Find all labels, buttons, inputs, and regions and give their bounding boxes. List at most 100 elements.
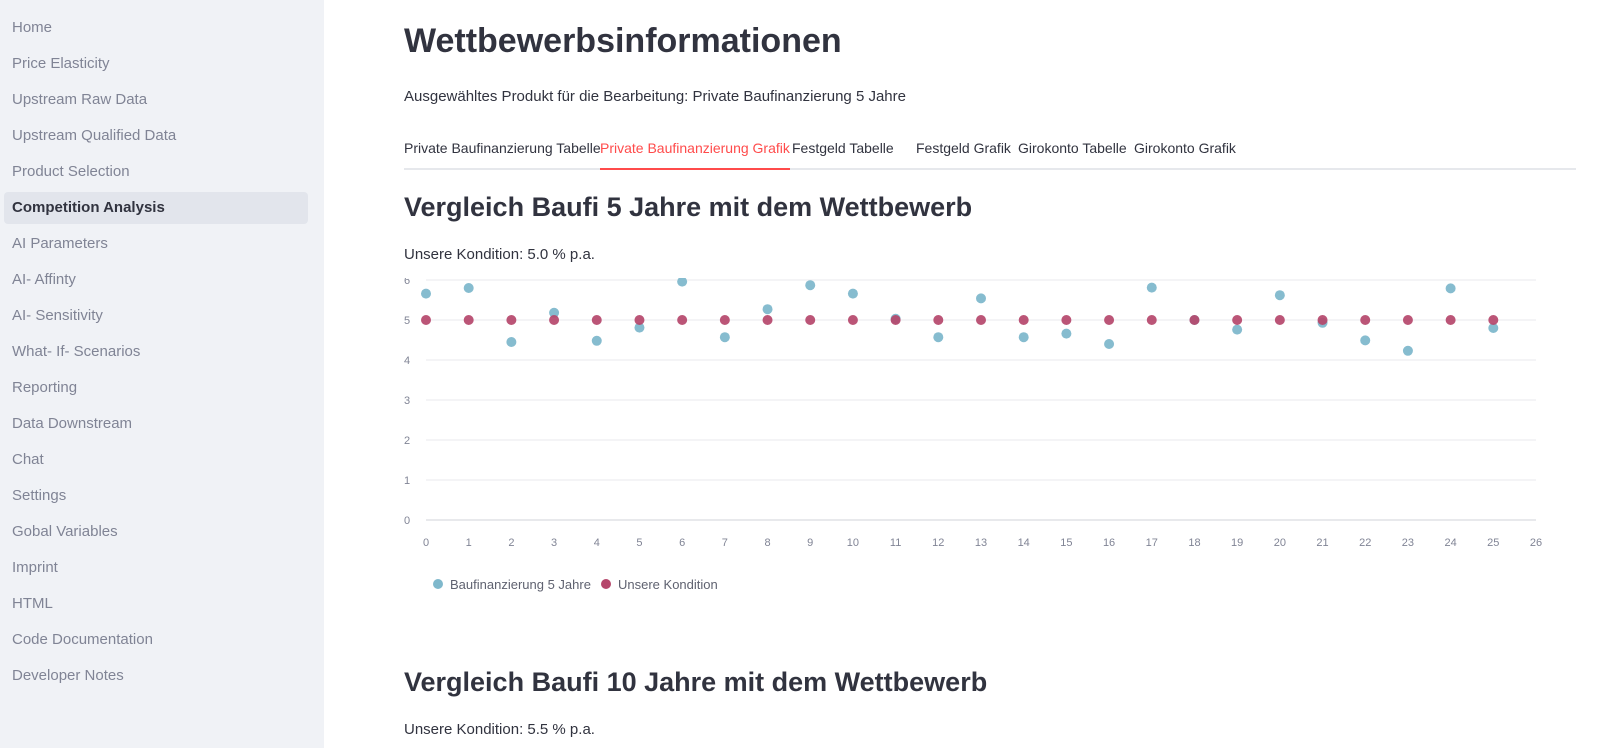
our-condition-point[interactable]: [1445, 315, 1456, 325]
y-tick-label: 5: [404, 315, 410, 327]
our-condition-point[interactable]: [506, 315, 517, 325]
our-condition-point[interactable]: [1360, 315, 1371, 325]
tab-girokonto-chart[interactable]: Girokonto Grafik: [1134, 140, 1236, 156]
our-condition-point[interactable]: [1402, 315, 1413, 325]
sidebar-item-reporting[interactable]: Reporting: [12, 379, 78, 396]
our-condition-point[interactable]: [976, 315, 986, 325]
our-condition-point[interactable]: [634, 315, 645, 325]
competitor-point[interactable]: [1274, 290, 1285, 301]
sidebar-item-ai-parameters[interactable]: AI Parameters: [12, 235, 108, 252]
sidebar-item-code-documentation[interactable]: Code Documentation: [12, 631, 153, 648]
competitor-point[interactable]: [1402, 345, 1413, 356]
our-condition-point[interactable]: [591, 315, 602, 325]
tab-bar: Private Baufinanzierung Tabelle Private …: [404, 128, 1576, 170]
sidebar-nav: Home Price Elasticity Upstream Raw Data Ups…: [0, 12, 324, 692]
y-tick-label: 3: [404, 395, 410, 407]
competitor-point[interactable]: [762, 304, 773, 315]
competitor-point[interactable]: [677, 278, 688, 287]
our-condition-point[interactable]: [421, 315, 431, 325]
competitor-point[interactable]: [1104, 339, 1115, 349]
competitor-point[interactable]: [1445, 283, 1456, 294]
our-condition-point[interactable]: [1146, 315, 1157, 325]
sidebar-item-home[interactable]: Home: [12, 19, 53, 36]
sidebar-item-upstream-qualified-data[interactable]: Upstream Qualified Data: [12, 127, 177, 144]
x-tick-label: 2: [508, 537, 514, 549]
competitor-point[interactable]: [1146, 282, 1157, 293]
x-tick-label: 20: [1274, 537, 1286, 549]
competitor-point[interactable]: [933, 332, 944, 343]
competitor-point[interactable]: [1232, 324, 1243, 335]
tab-girokonto-table[interactable]: Girokonto Tabelle: [1018, 140, 1127, 156]
our-condition-point[interactable]: [1018, 315, 1029, 325]
x-tick-label: 5: [636, 537, 642, 549]
y-tick-label: 1: [404, 475, 410, 487]
sidebar-item-what-if-scenarios[interactable]: What- If- Scenarios: [12, 343, 141, 360]
our-condition-point[interactable]: [719, 315, 730, 325]
sidebar-item-ai-sensitivity[interactable]: AI- Sensitivity: [12, 307, 103, 324]
section-title-baufi-5: Vergleich Baufi 5 Jahre mit dem Wettbewe…: [404, 192, 973, 222]
x-tick-label: 21: [1316, 537, 1328, 549]
competitor-point[interactable]: [591, 335, 602, 346]
main-content: Wettbewerbsinformationen Ausgewähltes Pr…: [404, 0, 1576, 748]
tab-baufi-chart[interactable]: Private Baufinanzierung Grafik: [600, 128, 790, 170]
tab-festgeld-table[interactable]: Festgeld Tabelle: [792, 140, 894, 156]
our-condition-point[interactable]: [1488, 315, 1499, 325]
competitor-point[interactable]: [805, 280, 816, 291]
x-tick-label: 14: [1018, 537, 1030, 549]
our-condition-point[interactable]: [1061, 315, 1072, 325]
competitor-point[interactable]: [847, 288, 858, 299]
competitor-point[interactable]: [549, 307, 560, 318]
sidebar-item-competition-analysis[interactable]: Competition Analysis: [4, 192, 308, 224]
sidebar-item-data-downstream[interactable]: Data Downstream: [12, 415, 133, 432]
competitor-point[interactable]: [976, 293, 986, 304]
competitor-point[interactable]: [463, 283, 474, 293]
competitor-point[interactable]: [1061, 328, 1072, 339]
sidebar-item-price-elasticity[interactable]: Price Elasticity: [12, 55, 110, 72]
sidebar-item-settings[interactable]: Settings: [12, 487, 67, 504]
our-condition-text-10: Unsere Kondition: 5.5 % p.a.: [404, 721, 595, 738]
y-tick-label: 2: [404, 435, 410, 447]
our-condition-point[interactable]: [1104, 315, 1115, 325]
sidebar-item-chat[interactable]: Chat: [12, 451, 44, 468]
sidebar-item-html[interactable]: HTML: [12, 595, 53, 612]
sidebar-item-ai-affinty[interactable]: AI- Affinty: [12, 271, 76, 288]
our-condition-point[interactable]: [933, 315, 944, 325]
competitor-point[interactable]: [1360, 335, 1371, 346]
competitor-point[interactable]: [421, 288, 431, 299]
our-condition-text-5: Unsere Kondition: 5.0 % p.a.: [404, 246, 595, 263]
sidebar-item-imprint[interactable]: Imprint: [12, 559, 58, 576]
sidebar: Home Price Elasticity Upstream Raw Data Ups…: [0, 0, 324, 748]
our-condition-point[interactable]: [1317, 315, 1328, 325]
our-condition-point[interactable]: [677, 315, 688, 325]
our-condition-point[interactable]: [890, 315, 901, 325]
our-condition-point[interactable]: [1189, 315, 1200, 325]
x-tick-label: 16: [1103, 537, 1115, 549]
our-condition-point[interactable]: [463, 315, 474, 325]
competitor-point[interactable]: [1488, 323, 1499, 333]
sidebar-item-gobal-variables[interactable]: Gobal Variables: [12, 523, 118, 540]
tab-baufi-table[interactable]: Private Baufinanzierung Tabelle: [404, 140, 601, 156]
our-condition-point[interactable]: [847, 315, 858, 325]
our-condition-point[interactable]: [805, 315, 816, 325]
our-condition-point[interactable]: [549, 315, 560, 325]
x-tick-label: 11: [890, 537, 901, 549]
tab-festgeld-chart[interactable]: Festgeld Grafik: [916, 140, 1011, 156]
sidebar-item-product-selection[interactable]: Product Selection: [12, 163, 130, 180]
our-condition-point[interactable]: [1232, 315, 1243, 325]
competitor-point[interactable]: [634, 322, 645, 333]
competitor-point[interactable]: [719, 332, 730, 343]
our-condition-point[interactable]: [762, 315, 773, 325]
x-tick-label: 19: [1231, 537, 1243, 549]
our-condition-point[interactable]: [1274, 315, 1285, 325]
y-tick-label: 6: [404, 278, 410, 287]
competitor-point[interactable]: [1018, 332, 1029, 343]
x-tick-label: 8: [764, 537, 770, 549]
x-tick-label: 26: [1530, 537, 1542, 549]
x-tick-label: 23: [1402, 537, 1414, 549]
x-tick-label: 25: [1487, 537, 1499, 549]
competitor-point[interactable]: [506, 337, 517, 347]
sidebar-item-upstream-raw-data[interactable]: Upstream Raw Data: [12, 91, 148, 108]
x-tick-label: 18: [1188, 537, 1200, 549]
sidebar-item-developer-notes[interactable]: Developer Notes: [12, 667, 124, 684]
